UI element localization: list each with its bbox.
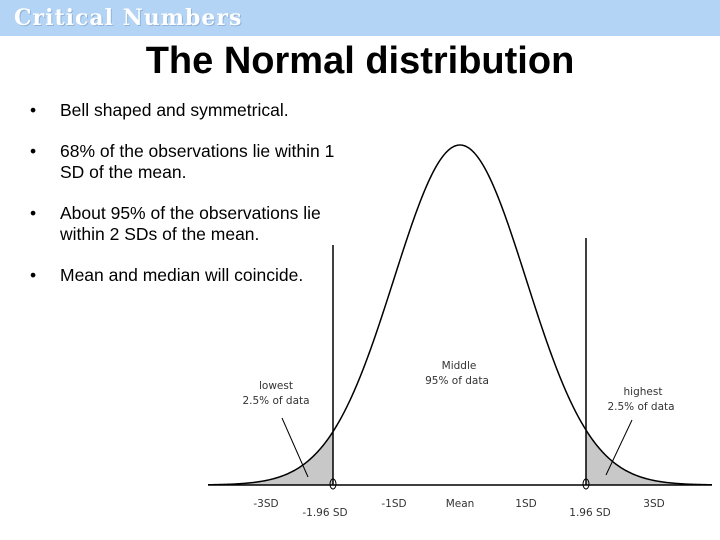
bullet-item: • About 95% of the observations lie withi… (30, 203, 360, 245)
lowest-pointer (281, 417, 309, 478)
axis-label-mean: Mean (446, 498, 475, 510)
lower-cutoff-marker (329, 478, 337, 490)
axis-label-minus-3sd: -3SD (253, 498, 278, 510)
lower-tail-shade (208, 431, 333, 485)
middle-label: Middle (442, 360, 477, 372)
bullet-list: • Bell shaped and symmetrical. • 68% of th… (30, 100, 360, 306)
upper-cutoff-marker (582, 478, 590, 490)
axis-label-plus-3sd: 3SD (643, 498, 664, 510)
upper-tail-shade (586, 430, 712, 485)
bullet-text: About 95% of the observations lie within… (60, 203, 321, 244)
lowest-percent-label: 2.5% of data (242, 395, 309, 407)
page-title: The Normal distribution (145, 40, 575, 82)
axis-label-plus-1-96sd: 1.96 SD (569, 507, 610, 519)
bullet-text: Mean and median will coincide. (60, 265, 304, 285)
bullet-marker: • (30, 265, 37, 285)
bullet-marker: • (30, 100, 37, 120)
bullet-marker: • (30, 203, 37, 223)
middle-percent-label: 95% of data (425, 375, 489, 387)
bullet-text: 68% of the observations lie within 1 SD … (60, 141, 335, 182)
lowest-label: lowest (259, 380, 293, 392)
axis-label-minus-1-96sd: -1.96 SD (302, 507, 347, 519)
bullet-item: • Mean and median will coincide. (30, 265, 360, 286)
highest-label: highest (624, 386, 663, 398)
banner-title: Critical Numbers (14, 5, 243, 31)
bell-curve (207, 144, 713, 486)
axis-label-minus-1sd: -1SD (381, 498, 406, 510)
bullet-item: • 68% of the observations lie within 1 SD… (30, 141, 360, 183)
highest-percent-label: 2.5% of data (607, 401, 674, 413)
header-banner: Critical Numbers (0, 0, 720, 36)
bullet-text: Bell shaped and symmetrical. (60, 100, 289, 120)
bullet-item: • Bell shaped and symmetrical. (30, 100, 360, 121)
bullet-marker: • (30, 141, 37, 161)
axis-label-plus-1sd: 1SD (515, 498, 536, 510)
highest-pointer (605, 419, 633, 476)
